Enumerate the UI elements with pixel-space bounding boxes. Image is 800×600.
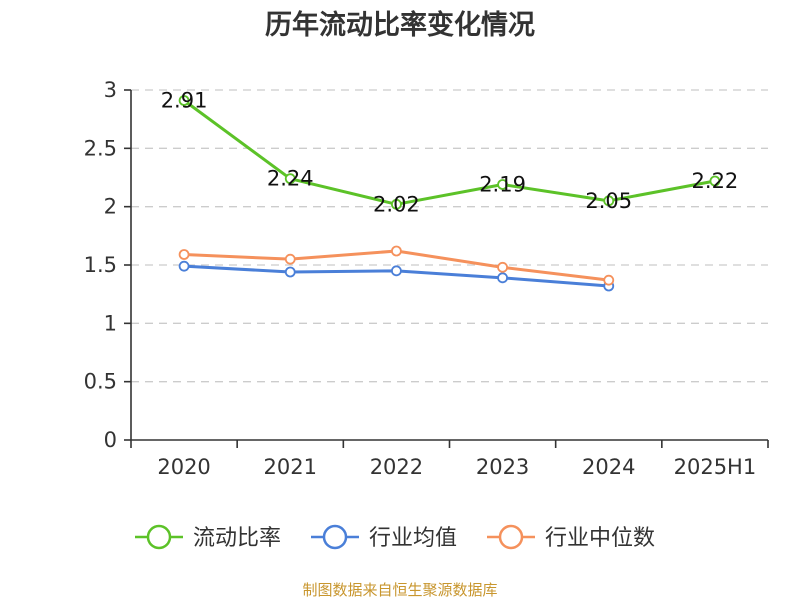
- data-label: 2.19: [479, 173, 526, 197]
- grid: [131, 89, 768, 383]
- data-point: [284, 266, 296, 278]
- data-point: [391, 265, 402, 277]
- y-tick-label: 2.5: [84, 136, 117, 160]
- data-point: [178, 260, 190, 272]
- x-tick-label: 2023: [476, 455, 529, 479]
- axes: 0 0.5 1 1.5 2 2.5 3 2020 2021 2022 2023 2024 2025H1: [84, 78, 769, 479]
- data-point: [497, 272, 508, 284]
- legend-swatch-marker: [146, 524, 172, 550]
- data-point: [603, 274, 615, 286]
- data-point: [391, 245, 402, 257]
- x-tick-label: 2022: [370, 455, 423, 479]
- legend-item[interactable]: 流动比率: [135, 524, 281, 551]
- data-label: 2.05: [585, 189, 632, 213]
- legend-label: 流动比率: [193, 526, 281, 551]
- legend-item[interactable]: 行业中位数: [487, 524, 655, 551]
- legend-label: 行业均值: [369, 526, 457, 551]
- data-labels: 2.91 2.24 2.02 2.19 2.05 2.22: [161, 89, 739, 217]
- data-point: [284, 253, 296, 265]
- chart-title: 历年流动比率变化情况: [265, 9, 535, 41]
- legend: 流动比率 行业均值 行业中位数: [135, 524, 655, 551]
- data-point: [497, 179, 508, 190]
- y-tick-label: 0: [104, 428, 117, 452]
- y-tick-label: 2: [104, 195, 117, 219]
- data-label: 2.22: [692, 169, 739, 193]
- source-note: 制图数据来自恒生聚源数据库: [302, 581, 497, 599]
- y-tick-label: 3: [104, 78, 117, 102]
- legend-swatch-marker: [498, 524, 524, 550]
- x-tick-label: 2024: [582, 455, 635, 479]
- series-line: [183, 99, 716, 206]
- x-tick-label: 2020: [157, 455, 210, 479]
- y-tick-label: 1.5: [84, 253, 117, 277]
- data-label: 2.02: [373, 192, 420, 216]
- data-point: [178, 95, 190, 106]
- legend-item[interactable]: 行业均值: [311, 524, 457, 551]
- data-point: [603, 195, 615, 207]
- legend-swatch-marker: [322, 524, 348, 550]
- data-label: 2.24: [267, 167, 314, 191]
- x-tick-label: 2025H1: [674, 455, 757, 479]
- data-point: [284, 173, 296, 185]
- data-point: [178, 249, 190, 260]
- data-label: 2.91: [161, 89, 208, 113]
- y-tick-label: 1: [104, 311, 117, 335]
- series: [178, 95, 721, 292]
- x-tick-label: 2021: [264, 455, 317, 479]
- legend-label: 行业中位数: [545, 526, 655, 551]
- data-point: [497, 261, 508, 273]
- y-tick-label: 0.5: [84, 370, 117, 394]
- data-point: [391, 198, 402, 210]
- data-point: [709, 175, 721, 187]
